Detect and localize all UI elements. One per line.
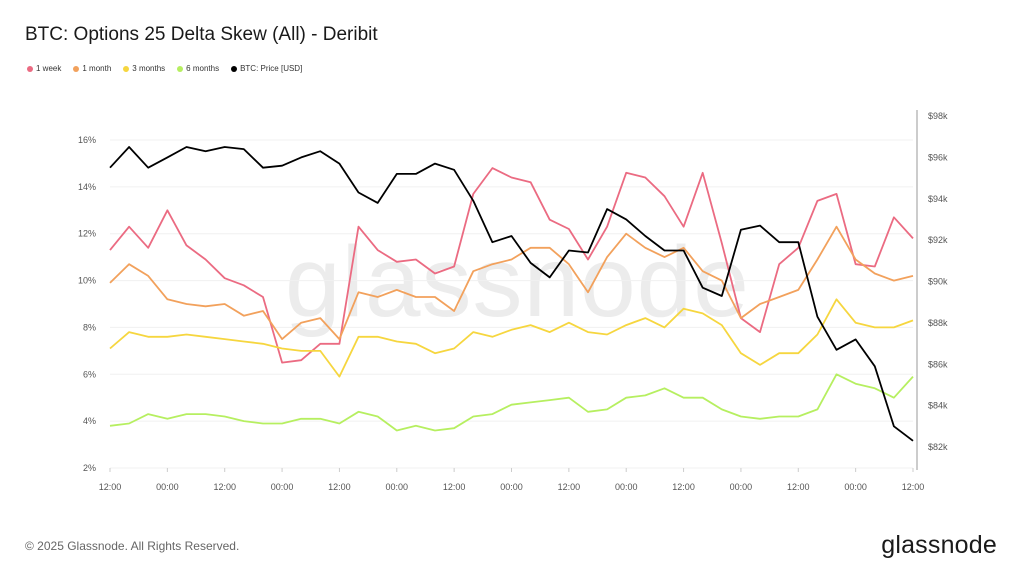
series-line-btc-price-usd- (109, 146, 914, 442)
series-line-3-months (109, 298, 914, 378)
y-right-tick-label: $92k (928, 235, 948, 245)
y-left-tick-label: 2% (83, 463, 96, 473)
y-right-tick-label: $98k (928, 111, 948, 121)
y-left-tick-label: 14% (78, 182, 96, 192)
legend: 1 week 1 month 3 months 6 months BTC: Price … (27, 64, 302, 73)
x-tick-label: 00:00 (730, 482, 753, 492)
y-left-tick-label: 10% (78, 276, 96, 286)
x-tick-label: 12:00 (443, 482, 466, 492)
x-tick-label: 12:00 (902, 482, 925, 492)
y-right-tick-label: $94k (928, 194, 948, 204)
x-tick-label: 00:00 (500, 482, 523, 492)
y-left-tick-label: 16% (78, 135, 96, 145)
legend-label: 6 months (186, 64, 220, 73)
x-tick-label: 12:00 (99, 482, 122, 492)
legend-item[interactable]: 6 months (177, 64, 219, 73)
legend-dot-icon (73, 65, 80, 72)
y-left-tick-label: 8% (83, 322, 96, 332)
y-right-tick-label: $82k (928, 442, 948, 452)
legend-dot-icon (123, 65, 130, 72)
legend-label: 3 months (132, 64, 166, 73)
chart-title: BTC: Options 25 Delta Skew (All) - Derib… (25, 24, 378, 45)
x-tick-label: 00:00 (271, 482, 294, 492)
y-right-tick-label: $86k (928, 359, 948, 369)
y-left-tick-label: 12% (78, 229, 96, 239)
legend-dot-icon (27, 65, 33, 72)
x-tick-label: 12:00 (328, 482, 351, 492)
y-right-tick-label: $84k (928, 401, 948, 411)
series-line-6-months (109, 373, 914, 432)
y-left-tick-label: 4% (83, 416, 96, 426)
legend-item[interactable]: BTC: Price [USD] (231, 64, 302, 73)
copyright: © 2025 Glassnode. All Rights Reserved. (25, 539, 240, 553)
x-tick-label: 12:00 (558, 482, 581, 492)
legend-dot-icon (177, 65, 184, 72)
legend-label: 1 month (82, 64, 112, 73)
y-right-tick-label: $90k (928, 277, 948, 287)
x-tick-label: 12:00 (787, 482, 810, 492)
series-line-1-month (109, 225, 914, 341)
y-left-tick-label: 6% (83, 369, 96, 379)
legend-dot-icon (231, 65, 238, 72)
legend-item[interactable]: 1 week (27, 64, 61, 73)
series-line-1-week (109, 167, 914, 364)
legend-label: BTC: Price [USD] (240, 64, 303, 73)
y-right-tick-label: $96k (928, 152, 948, 162)
x-tick-label: 12:00 (213, 482, 236, 492)
legend-item[interactable]: 1 month (73, 64, 111, 73)
x-tick-label: 00:00 (844, 482, 867, 492)
glassnode-logo: glassnode (881, 531, 997, 559)
legend-label: 1 week (36, 64, 62, 73)
x-tick-label: 00:00 (615, 482, 638, 492)
y-right-tick-label: $88k (928, 318, 948, 328)
x-tick-label: 00:00 (386, 482, 409, 492)
x-tick-label: 12:00 (672, 482, 695, 492)
legend-item[interactable]: 3 months (123, 64, 165, 73)
x-tick-label: 00:00 (156, 482, 179, 492)
